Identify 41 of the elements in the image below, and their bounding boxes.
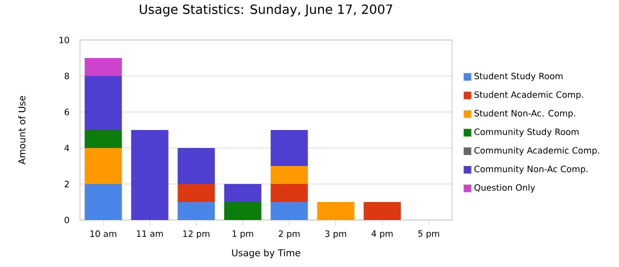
bar: [84, 184, 122, 220]
y-tick-label: 6: [64, 108, 70, 116]
bar: [317, 202, 354, 220]
x-tick-label: 1 pm: [232, 230, 254, 239]
legend-label: Community Academic Comp.: [474, 146, 600, 156]
x-tick-label: 10 am: [90, 230, 116, 237]
x-tick-label: 12 pm: [183, 230, 210, 239]
x-tick-label: 5 pm: [418, 230, 440, 239]
x-axis-title: Usage by Time: [232, 249, 300, 258]
bar: [224, 202, 262, 220]
x-tick-label: 2 pm: [278, 230, 300, 239]
bar: [364, 202, 401, 220]
bar: [270, 184, 308, 202]
bar: [224, 184, 262, 202]
bar: [178, 202, 215, 220]
bar: [84, 148, 122, 184]
legend-label: Community Non-Ac Comp.: [474, 166, 588, 174]
x-tick-label: 3 pm: [325, 230, 346, 239]
chart-title: Usage Statistics: Sunday, June 17, 2007: [140, 4, 392, 16]
x-tick-label: 11 am: [136, 230, 163, 237]
legend-label: Student Study Room: [474, 72, 563, 81]
x-tick-label: 4 pm: [372, 230, 393, 239]
legend-label: Question Only: [474, 184, 536, 192]
bar: [84, 58, 122, 76]
bar: [270, 166, 308, 184]
bar: [270, 130, 308, 166]
legend-label: Community Study Room: [474, 128, 579, 137]
bar: [178, 148, 215, 184]
y-axis-title: Amount of Use: [18, 96, 26, 164]
bar: [84, 130, 122, 148]
y-tick-label: 2: [64, 180, 69, 188]
bar: [131, 130, 168, 220]
y-tick-label: 10: [60, 36, 70, 44]
legend-label: Student Academic Comp.: [474, 91, 583, 100]
legend-label: Student Non-Ac. Comp.: [474, 110, 576, 118]
y-tick-label: 4: [64, 144, 70, 152]
bar: [270, 202, 308, 220]
bar: [178, 184, 215, 202]
y-tick-label: 8: [64, 72, 70, 80]
bar: [84, 76, 122, 130]
y-tick-label: 0: [64, 216, 70, 224]
